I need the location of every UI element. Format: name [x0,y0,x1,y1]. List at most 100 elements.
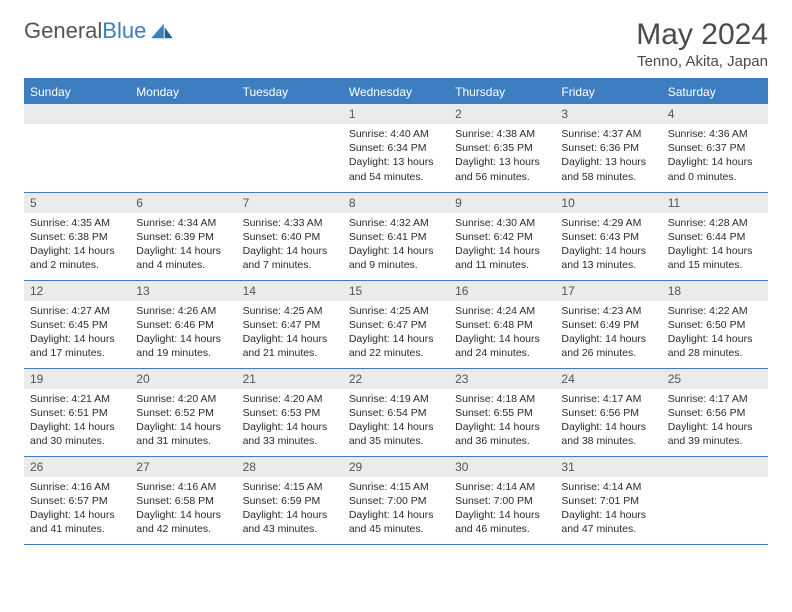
sunrise-text: Sunrise: 4:37 AM [561,127,655,141]
day-number: 23 [449,369,555,389]
sunset-text: Sunset: 6:35 PM [455,141,549,155]
day-details: Sunrise: 4:14 AMSunset: 7:00 PMDaylight:… [449,477,555,543]
calendar-day-cell: 24Sunrise: 4:17 AMSunset: 6:56 PMDayligh… [555,368,661,456]
sunrise-text: Sunrise: 4:16 AM [30,480,124,494]
sunset-text: Sunset: 6:34 PM [349,141,443,155]
sunrise-text: Sunrise: 4:14 AM [561,480,655,494]
day-number [237,104,343,124]
day-number: 16 [449,281,555,301]
day-number: 26 [24,457,130,477]
day-details: Sunrise: 4:18 AMSunset: 6:55 PMDaylight:… [449,389,555,455]
sunset-text: Sunset: 6:39 PM [136,230,230,244]
daylight-text: Daylight: 14 hours and 26 minutes. [561,332,655,360]
day-header-row: Sunday Monday Tuesday Wednesday Thursday… [24,79,768,104]
calendar-day-cell [24,104,130,192]
sunset-text: Sunset: 7:00 PM [349,494,443,508]
sunrise-text: Sunrise: 4:26 AM [136,304,230,318]
day-details: Sunrise: 4:17 AMSunset: 6:56 PMDaylight:… [555,389,661,455]
day-number: 5 [24,193,130,213]
calendar-week-row: 1Sunrise: 4:40 AMSunset: 6:34 PMDaylight… [24,104,768,192]
daylight-text: Daylight: 14 hours and 35 minutes. [349,420,443,448]
sunrise-text: Sunrise: 4:34 AM [136,216,230,230]
daylight-text: Daylight: 13 hours and 58 minutes. [561,155,655,183]
day-details: Sunrise: 4:38 AMSunset: 6:35 PMDaylight:… [449,124,555,190]
day-details: Sunrise: 4:22 AMSunset: 6:50 PMDaylight:… [662,301,768,367]
day-details: Sunrise: 4:30 AMSunset: 6:42 PMDaylight:… [449,213,555,279]
calendar-day-cell: 1Sunrise: 4:40 AMSunset: 6:34 PMDaylight… [343,104,449,192]
sunset-text: Sunset: 6:45 PM [30,318,124,332]
day-number [662,457,768,477]
calendar-day-cell: 12Sunrise: 4:27 AMSunset: 6:45 PMDayligh… [24,280,130,368]
sunset-text: Sunset: 6:47 PM [243,318,337,332]
daylight-text: Daylight: 13 hours and 56 minutes. [455,155,549,183]
day-number: 6 [130,193,236,213]
daylight-text: Daylight: 14 hours and 7 minutes. [243,244,337,272]
daylight-text: Daylight: 14 hours and 42 minutes. [136,508,230,536]
logo-text-2: Blue [102,18,146,43]
calendar-day-cell: 3Sunrise: 4:37 AMSunset: 6:36 PMDaylight… [555,104,661,192]
day-details: Sunrise: 4:20 AMSunset: 6:52 PMDaylight:… [130,389,236,455]
calendar-day-cell: 22Sunrise: 4:19 AMSunset: 6:54 PMDayligh… [343,368,449,456]
daylight-text: Daylight: 14 hours and 38 minutes. [561,420,655,448]
sunset-text: Sunset: 6:50 PM [668,318,762,332]
sunrise-text: Sunrise: 4:22 AM [668,304,762,318]
daylight-text: Daylight: 13 hours and 54 minutes. [349,155,443,183]
sunrise-text: Sunrise: 4:38 AM [455,127,549,141]
sunrise-text: Sunrise: 4:25 AM [243,304,337,318]
day-number: 15 [343,281,449,301]
sunset-text: Sunset: 6:52 PM [136,406,230,420]
sunset-text: Sunset: 7:00 PM [455,494,549,508]
calendar-day-cell: 7Sunrise: 4:33 AMSunset: 6:40 PMDaylight… [237,192,343,280]
logo: GeneralBlue [24,18,173,44]
daylight-text: Daylight: 14 hours and 15 minutes. [668,244,762,272]
day-number: 20 [130,369,236,389]
calendar-day-cell: 15Sunrise: 4:25 AMSunset: 6:47 PMDayligh… [343,280,449,368]
calendar-day-cell: 9Sunrise: 4:30 AMSunset: 6:42 PMDaylight… [449,192,555,280]
sunrise-text: Sunrise: 4:20 AM [136,392,230,406]
calendar-week-row: 19Sunrise: 4:21 AMSunset: 6:51 PMDayligh… [24,368,768,456]
day-header: Tuesday [237,79,343,104]
title-block: May 2024 Tenno, Akita, Japan [636,18,768,70]
calendar-day-cell: 28Sunrise: 4:15 AMSunset: 6:59 PMDayligh… [237,456,343,544]
daylight-text: Daylight: 14 hours and 41 minutes. [30,508,124,536]
day-details: Sunrise: 4:33 AMSunset: 6:40 PMDaylight:… [237,213,343,279]
sunset-text: Sunset: 6:56 PM [668,406,762,420]
sunrise-text: Sunrise: 4:32 AM [349,216,443,230]
sunrise-text: Sunrise: 4:27 AM [30,304,124,318]
calendar-day-cell: 26Sunrise: 4:16 AMSunset: 6:57 PMDayligh… [24,456,130,544]
sunrise-text: Sunrise: 4:14 AM [455,480,549,494]
daylight-text: Daylight: 14 hours and 46 minutes. [455,508,549,536]
calendar-day-cell: 2Sunrise: 4:38 AMSunset: 6:35 PMDaylight… [449,104,555,192]
day-number: 19 [24,369,130,389]
day-details: Sunrise: 4:17 AMSunset: 6:56 PMDaylight:… [662,389,768,455]
day-number: 27 [130,457,236,477]
calendar-day-cell: 21Sunrise: 4:20 AMSunset: 6:53 PMDayligh… [237,368,343,456]
calendar-week-row: 12Sunrise: 4:27 AMSunset: 6:45 PMDayligh… [24,280,768,368]
sunrise-text: Sunrise: 4:17 AM [561,392,655,406]
day-details: Sunrise: 4:21 AMSunset: 6:51 PMDaylight:… [24,389,130,455]
sunset-text: Sunset: 6:58 PM [136,494,230,508]
day-details: Sunrise: 4:28 AMSunset: 6:44 PMDaylight:… [662,213,768,279]
day-number: 24 [555,369,661,389]
day-details: Sunrise: 4:26 AMSunset: 6:46 PMDaylight:… [130,301,236,367]
sunrise-text: Sunrise: 4:35 AM [30,216,124,230]
daylight-text: Daylight: 14 hours and 19 minutes. [136,332,230,360]
day-number: 14 [237,281,343,301]
day-details: Sunrise: 4:16 AMSunset: 6:57 PMDaylight:… [24,477,130,543]
day-number: 17 [555,281,661,301]
day-number: 28 [237,457,343,477]
daylight-text: Daylight: 14 hours and 21 minutes. [243,332,337,360]
calendar-day-cell: 20Sunrise: 4:20 AMSunset: 6:52 PMDayligh… [130,368,236,456]
sail-icon [151,22,173,40]
calendar-day-cell: 25Sunrise: 4:17 AMSunset: 6:56 PMDayligh… [662,368,768,456]
day-number: 25 [662,369,768,389]
day-number: 9 [449,193,555,213]
day-number: 1 [343,104,449,124]
calendar-day-cell: 23Sunrise: 4:18 AMSunset: 6:55 PMDayligh… [449,368,555,456]
calendar-day-cell: 13Sunrise: 4:26 AMSunset: 6:46 PMDayligh… [130,280,236,368]
calendar-day-cell: 27Sunrise: 4:16 AMSunset: 6:58 PMDayligh… [130,456,236,544]
day-header: Sunday [24,79,130,104]
sunset-text: Sunset: 6:47 PM [349,318,443,332]
day-details: Sunrise: 4:24 AMSunset: 6:48 PMDaylight:… [449,301,555,367]
daylight-text: Daylight: 14 hours and 43 minutes. [243,508,337,536]
